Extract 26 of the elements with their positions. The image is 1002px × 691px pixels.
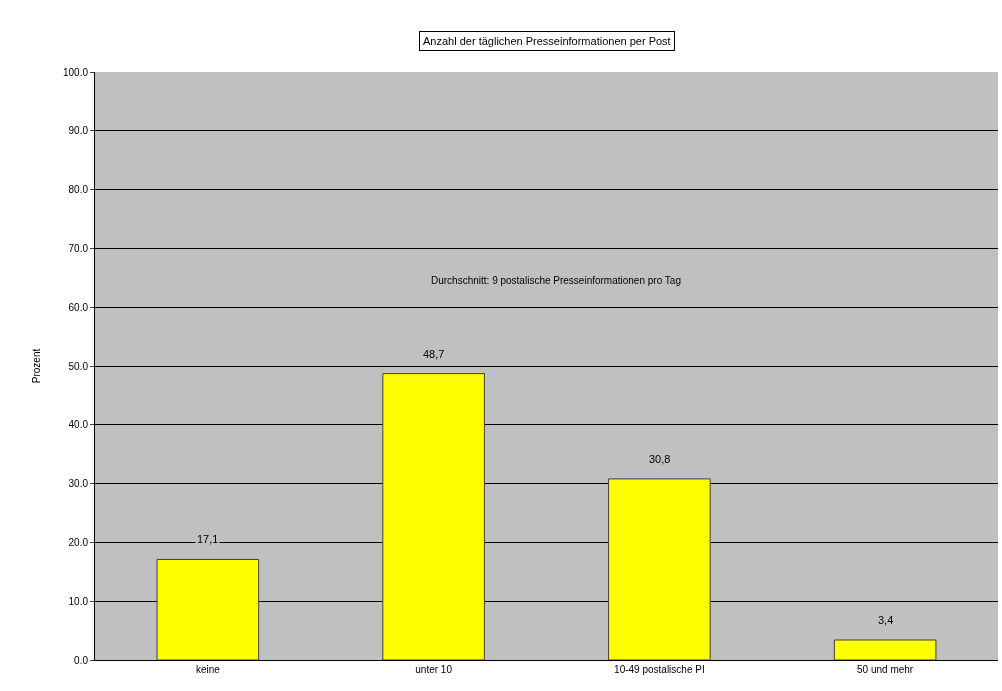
annotation: Durchschnitt: 9 postalische Presseinformationen pro Tag	[431, 275, 681, 286]
bar	[833, 639, 937, 660]
x-tick-label: 50 und mehr	[857, 664, 914, 675]
x-tick-label: keine	[195, 664, 221, 675]
data-label: 3,4	[878, 614, 894, 626]
x-tick-label: unter 10	[415, 664, 453, 675]
y-tick-label: 10.0	[68, 595, 89, 607]
chart-title: Anzahl der täglichen Presseinformationen per Post	[423, 35, 671, 47]
y-axis-title: Prozent	[30, 348, 42, 384]
data-label: 48,7	[423, 348, 445, 360]
y-tick-label: 60.0	[68, 301, 89, 313]
y-tick-label: 0.0	[74, 654, 89, 666]
y-tick-label: 70.0	[68, 242, 89, 254]
bar	[382, 373, 485, 660]
bar	[608, 478, 711, 660]
y-tick-label: 30.0	[68, 478, 89, 490]
y-tick-label: 40.0	[68, 419, 89, 431]
x-tick-label: 10-49 postalische PI	[614, 664, 705, 675]
data-label: 17,1	[197, 533, 219, 545]
y-tick-label: 20.0	[68, 536, 89, 548]
data-label: 30,8	[649, 453, 671, 465]
bar	[156, 558, 260, 660]
y-tick-label: 80.0	[68, 184, 89, 196]
y-tick-label: 50.0	[68, 360, 89, 372]
y-tick-label: 100.0	[62, 66, 89, 78]
y-tick-label: 90.0	[68, 125, 89, 137]
